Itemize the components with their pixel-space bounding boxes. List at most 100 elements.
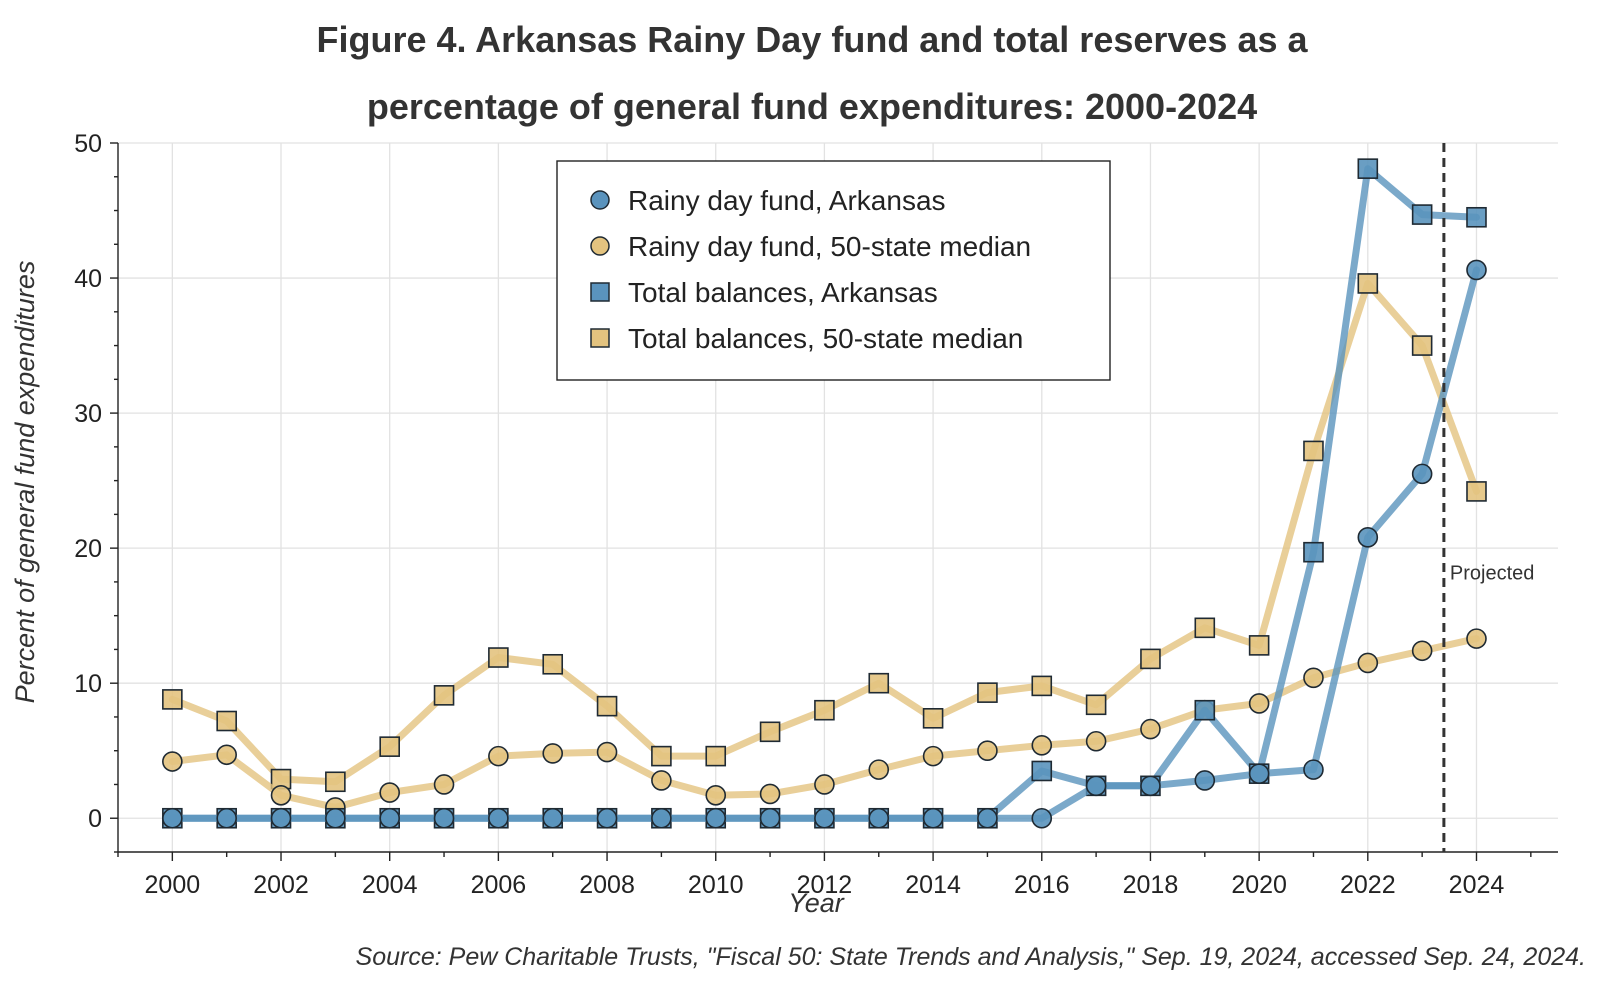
- legend-label-total-balances-50-state-median: Total balances, 50-state median: [628, 323, 1023, 354]
- x-tick-label: 2008: [579, 871, 635, 899]
- data-point-rainy-day-fund-arkansas: [1031, 807, 1053, 829]
- data-point-rainy-day-fund-arkansas: [433, 807, 455, 829]
- data-point-rainy-day-fund-arkansas: [1248, 763, 1270, 784]
- data-point-rainy-day-fund-arkansas: [651, 807, 672, 829]
- data-point-total-balances-50-state-median: [542, 653, 564, 675]
- data-point-rainy-day-fund-arkansas: [1357, 527, 1379, 548]
- data-point-rainy-day-fund-50-state-median: [1031, 735, 1053, 756]
- data-point-rainy-day-fund-arkansas: [1140, 775, 1161, 797]
- y-tick-label: 0: [88, 805, 102, 833]
- series-total-balances-50-state-median: [162, 273, 1487, 793]
- data-point-rainy-day-fund-arkansas: [542, 807, 564, 829]
- y-tick-label: 20: [74, 535, 102, 563]
- data-point-total-balances-50-state-median: [1085, 694, 1107, 716]
- x-tick-label: 2002: [253, 871, 309, 899]
- data-point-total-balances-50-state-median: [651, 745, 672, 767]
- data-point-rainy-day-fund-50-state-median: [1466, 628, 1487, 649]
- data-point-rainy-day-fund-50-state-median: [270, 784, 292, 806]
- axes: 0 10 20 30 40 50 2000 2002 2004 2006 2008 2010 2012 2…: [74, 130, 1558, 899]
- legend-marker-rainy-day-fund-arkansas: [590, 190, 610, 210]
- data-series: [162, 158, 1487, 829]
- data-point-rainy-day-fund-50-state-median: [162, 751, 183, 772]
- x-tick-label: 2024: [1449, 871, 1505, 899]
- x-tick-label: 2006: [471, 871, 527, 899]
- data-point-rainy-day-fund-50-state-median: [759, 783, 781, 805]
- data-point-rainy-day-fund-arkansas: [977, 807, 998, 829]
- legend-label-rainy-day-fund-50-state-median: Rainy day fund, 50-state median: [628, 231, 1031, 262]
- data-point-rainy-day-fund-50-state-median: [488, 745, 509, 767]
- legend: Rainy day fund, Arkansas Rainy day fund, …: [556, 160, 1111, 381]
- data-point-total-balances-arkansas: [1357, 158, 1379, 179]
- data-point-rainy-day-fund-50-state-median: [1411, 640, 1433, 662]
- data-point-total-balances-arkansas: [1194, 699, 1216, 721]
- projected-annotation: Projected: [1442, 143, 1534, 852]
- data-point-rainy-day-fund-arkansas: [705, 807, 727, 829]
- data-point-rainy-day-fund-arkansas: [922, 807, 944, 829]
- legend-marker-rainy-day-fund-50-state-median: [590, 236, 610, 256]
- data-point-total-balances-50-state-median: [1466, 481, 1487, 502]
- data-point-rainy-day-fund-50-state-median: [216, 744, 237, 766]
- y-tick-label: 10: [74, 670, 102, 698]
- data-point-rainy-day-fund-50-state-median: [1248, 693, 1270, 714]
- x-tick-label: 2012: [797, 871, 853, 899]
- data-point-total-balances-50-state-median: [1411, 335, 1433, 356]
- data-point-rainy-day-fund-arkansas: [1303, 759, 1324, 780]
- data-point-total-balances-50-state-median: [1194, 617, 1216, 639]
- y-tick-label: 40: [74, 265, 102, 293]
- data-point-total-balances-50-state-median: [1248, 635, 1270, 656]
- legend-marker-total-balances-arkansas: [590, 282, 610, 302]
- data-point-rainy-day-fund-50-state-median: [814, 774, 835, 795]
- y-tick-label: 30: [74, 400, 102, 428]
- data-point-total-balances-50-state-median: [1303, 440, 1324, 462]
- x-tick-label: 2010: [688, 871, 744, 899]
- data-point-total-balances-50-state-median: [596, 695, 618, 717]
- data-point-rainy-day-fund-arkansas: [379, 807, 400, 829]
- data-point-rainy-day-fund-50-state-median: [1303, 667, 1324, 689]
- x-axis-label: Year: [788, 888, 845, 918]
- data-point-rainy-day-fund-50-state-median: [868, 759, 890, 780]
- data-point-total-balances-arkansas: [1466, 206, 1487, 228]
- data-point-rainy-day-fund-50-state-median: [596, 741, 618, 763]
- data-point-total-balances-arkansas: [1031, 760, 1053, 782]
- data-point-rainy-day-fund-arkansas: [1466, 259, 1487, 281]
- data-point-total-balances-50-state-median: [379, 736, 400, 757]
- data-point-rainy-day-fund-arkansas: [868, 807, 890, 829]
- data-point-total-balances-arkansas: [1303, 541, 1324, 563]
- data-point-total-balances-50-state-median: [977, 682, 998, 703]
- data-point-total-balances-50-state-median: [1031, 675, 1053, 697]
- x-tick-label: 2018: [1123, 871, 1179, 899]
- legend-label-total-balances-arkansas: Total balances, Arkansas: [628, 277, 938, 308]
- data-point-total-balances-50-state-median: [868, 672, 890, 694]
- data-point-rainy-day-fund-50-state-median: [977, 740, 998, 762]
- data-point-rainy-day-fund-arkansas: [270, 807, 292, 829]
- data-point-rainy-day-fund-50-state-median: [1140, 718, 1161, 740]
- data-point-total-balances-50-state-median: [1140, 648, 1161, 670]
- data-point-rainy-day-fund-arkansas: [488, 807, 509, 829]
- series-rainy-day-fund-arkansas: [162, 259, 1487, 829]
- x-tick-label: 2000: [145, 871, 201, 899]
- data-point-total-balances-50-state-median: [162, 689, 183, 710]
- data-point-rainy-day-fund-arkansas: [216, 807, 237, 829]
- data-point-rainy-day-fund-arkansas: [759, 807, 781, 829]
- data-point-total-balances-50-state-median: [433, 685, 455, 706]
- legend-label-rainy-day-fund-arkansas: Rainy day fund, Arkansas: [628, 185, 946, 216]
- data-point-rainy-day-fund-arkansas: [162, 807, 183, 829]
- x-tick-label: 2022: [1340, 871, 1396, 899]
- data-point-rainy-day-fund-50-state-median: [1085, 730, 1107, 752]
- data-point-total-balances-50-state-median: [1357, 273, 1379, 294]
- data-point-rainy-day-fund-arkansas: [325, 807, 346, 829]
- data-point-rainy-day-fund-arkansas: [1085, 775, 1107, 797]
- data-point-total-balances-arkansas: [1411, 204, 1433, 225]
- legend-marker-total-balances-50-state-median: [590, 328, 610, 348]
- data-point-rainy-day-fund-50-state-median: [542, 743, 564, 764]
- x-tick-label: 2014: [905, 871, 961, 899]
- data-point-rainy-day-fund-arkansas: [1194, 770, 1216, 791]
- source-note: Source: Pew Charitable Trusts, "Fiscal 5…: [356, 943, 1586, 971]
- chart-title-line-1: Figure 4. Arkansas Rainy Day fund and to…: [316, 19, 1308, 60]
- data-point-rainy-day-fund-50-state-median: [433, 774, 455, 795]
- data-point-rainy-day-fund-50-state-median: [651, 770, 672, 791]
- chart-title: Figure 4. Arkansas Rainy Day fund and to…: [316, 19, 1308, 127]
- series-rainy-day-fund-50-state-median: [162, 628, 1487, 818]
- y-axis-label: Percent of general fund expenditures: [10, 261, 40, 704]
